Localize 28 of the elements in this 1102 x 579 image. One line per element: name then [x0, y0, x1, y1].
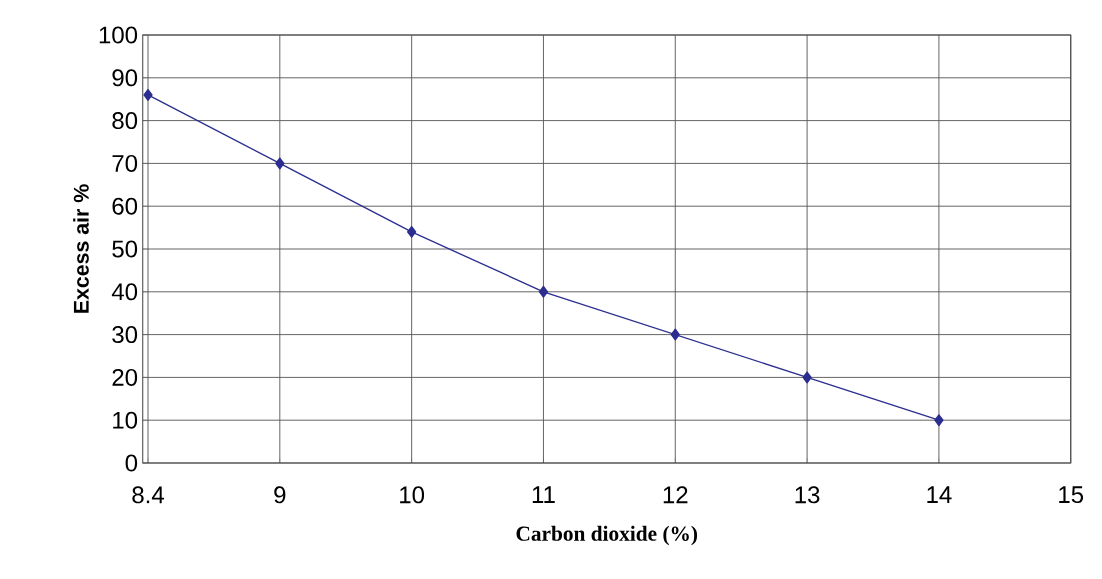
- point: [275, 157, 285, 170]
- point: [670, 328, 680, 341]
- y-tick-label: 100: [99, 26, 138, 44]
- point: [406, 225, 417, 238]
- y-tick-label: 80: [112, 112, 138, 130]
- y-tick-label: 20: [112, 368, 138, 386]
- point: [934, 414, 944, 427]
- y-tick-label: 70: [112, 154, 138, 172]
- x-tick-label: 13: [795, 486, 820, 504]
- y-tick-label: 30: [112, 326, 138, 344]
- y-tick-label: 60: [112, 197, 138, 215]
- y-tick-label: 10: [113, 411, 138, 429]
- y-tick-label: 50: [112, 240, 138, 258]
- x-tick-label: 15: [1059, 486, 1084, 504]
- x-tick-label: 8.4: [132, 486, 164, 504]
- x-tick-label: 11: [532, 486, 555, 503]
- point: [538, 285, 549, 298]
- y-axis-title: Excess air %: [73, 184, 89, 313]
- x-tick-label: 12: [663, 486, 688, 504]
- x-tick-label: 10: [400, 486, 425, 504]
- y-tick-label: 40: [111, 283, 138, 301]
- y-tick-label: 0: [125, 454, 138, 472]
- x-axis-title: Carbon dioxide (%): [516, 525, 698, 546]
- point: [802, 371, 812, 384]
- point: [143, 88, 153, 101]
- x-tick-label: 9: [274, 486, 286, 504]
- y-tick-label: 90: [112, 69, 138, 87]
- x-tick-label: 14: [927, 486, 952, 503]
